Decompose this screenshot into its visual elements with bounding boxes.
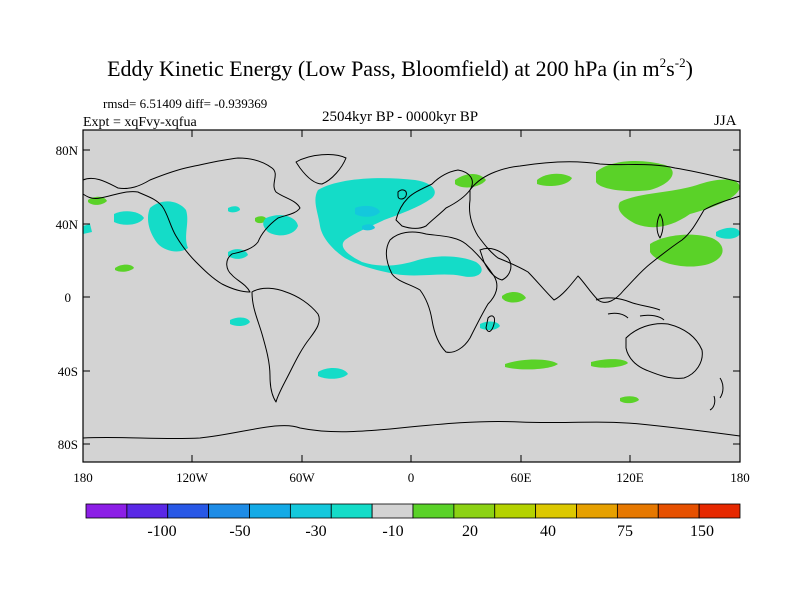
- coastlines: [82, 154, 741, 440]
- stats-label: rmsd= 6.51409 diff= -0.939369: [103, 96, 268, 111]
- lon-label-120e: 120E: [616, 470, 644, 485]
- chart-title: Eddy Kinetic Energy (Low Pass, Bloomfiel…: [107, 55, 693, 81]
- lon-label-60w: 60W: [289, 470, 315, 485]
- colorbar-swatch: [453, 503, 496, 519]
- negative-anomaly-regions: [83, 178, 740, 379]
- colorbar-label: -30: [305, 523, 326, 540]
- colorbar-swatch: [330, 503, 373, 519]
- colorbar-swatch: [616, 503, 659, 519]
- axis-ticks: [83, 130, 740, 462]
- season-label: JJA: [714, 113, 737, 129]
- lat-label-80s: 80S: [58, 437, 78, 452]
- lat-label-80n: 80N: [56, 143, 79, 158]
- colorbar-label: 40: [540, 523, 556, 540]
- colorbar-label: -100: [147, 523, 176, 540]
- colorbar-swatch: [576, 503, 618, 519]
- positive-anomaly-regions: [88, 160, 740, 404]
- colorbar-swatch: [208, 503, 250, 519]
- colorbar-label: -50: [229, 523, 250, 540]
- colorbar-label: 20: [462, 523, 478, 540]
- lon-label-120w: 120W: [176, 470, 209, 485]
- lon-label-60e: 60E: [511, 470, 532, 485]
- colorbar-swatch: [167, 503, 210, 519]
- colorbar-swatch: [249, 503, 291, 519]
- lat-label-40s: 40S: [58, 364, 78, 379]
- colorbar-label: -10: [382, 523, 403, 540]
- lat-label-0: 0: [65, 290, 72, 305]
- lon-label-180w: 180: [73, 470, 93, 485]
- colorbar-swatch: [126, 503, 169, 519]
- colorbar-swatch: [657, 503, 700, 519]
- colorbar-swatch: [412, 503, 455, 519]
- lon-label-180e: 180: [730, 470, 750, 485]
- lon-label-0: 0: [408, 470, 415, 485]
- experiment-label: Expt = xqFvy-xqfua: [83, 115, 197, 130]
- colorbar-label: 75: [617, 523, 633, 540]
- colorbar-swatch: [289, 503, 332, 519]
- colorbar-swatch: [371, 503, 414, 519]
- colorbar: [85, 503, 741, 519]
- period-label: 2504kyr BP - 0000kyr BP: [322, 109, 479, 125]
- strong-negative-cores: [355, 205, 380, 231]
- colorbar-swatch: [85, 503, 128, 519]
- colorbar-swatch: [494, 503, 537, 519]
- colorbar-label: 150: [690, 523, 714, 540]
- colorbar-swatch: [535, 503, 577, 519]
- lat-label-40n: 40N: [56, 217, 79, 232]
- colorbar-swatch: [698, 503, 741, 519]
